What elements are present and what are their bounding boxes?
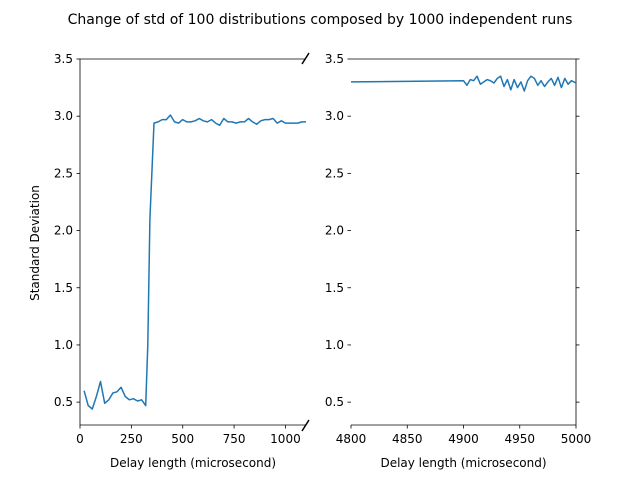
left-y-tick-label: 1.5 [54,281,73,295]
right-series-line [350,75,577,92]
left-y-tick-label: 0.5 [54,395,73,409]
left-x-tick-label: 0 [76,432,84,446]
axis-break-mark-top [301,52,310,65]
left-x-axis-label: Delay length (microsecond) [110,456,276,470]
left-x-tick-label: 500 [171,432,194,446]
right-x-tick-label: 5000 [561,432,592,446]
left-y-tick-label: 2.5 [54,166,73,180]
right-y-tick-label: 3.5 [325,52,344,66]
right-panel: 0.5 1.0 1.5 2.0 2.5 3.0 3.5 4800 4850 4900 4950 500… [325,52,591,470]
left-y-tick-label: 3.5 [54,52,73,66]
right-y-tick-label: 1.5 [325,281,344,295]
y-axis-label: Standard Deviation [28,185,42,301]
right-x-axis-label: Delay length (microsecond) [380,456,546,470]
left-x-tick-label: 250 [120,432,143,446]
left-y-tick-label: 2.0 [54,224,73,238]
right-y-tick-label: 1.0 [325,338,344,352]
right-y-tick-label: 2.0 [325,224,344,238]
right-y-tick-label: 2.5 [325,166,344,180]
right-x-tick-label: 4950 [504,432,535,446]
right-y-tick-label: 3.0 [325,109,344,123]
right-x-tick-label: 4850 [392,432,423,446]
left-panel: 0.5 1.0 1.5 2.0 2.5 3.0 3.5 0 250 500 750 1000 Delay… [54,52,306,470]
chart-title: Change of std of 100 distributions compo… [68,12,573,28]
right-x-tick-label: 4900 [448,432,479,446]
left-y-tick-label: 1.0 [54,338,73,352]
left-series-line [83,114,306,410]
right-y-tick-label: 0.5 [325,395,344,409]
axis-break-mark-bottom [301,419,310,432]
left-x-tick-label: 750 [223,432,246,446]
right-x-tick-label: 4800 [336,432,367,446]
left-x-tick-label: 1000 [270,432,301,446]
left-y-tick-label: 3.0 [54,109,73,123]
